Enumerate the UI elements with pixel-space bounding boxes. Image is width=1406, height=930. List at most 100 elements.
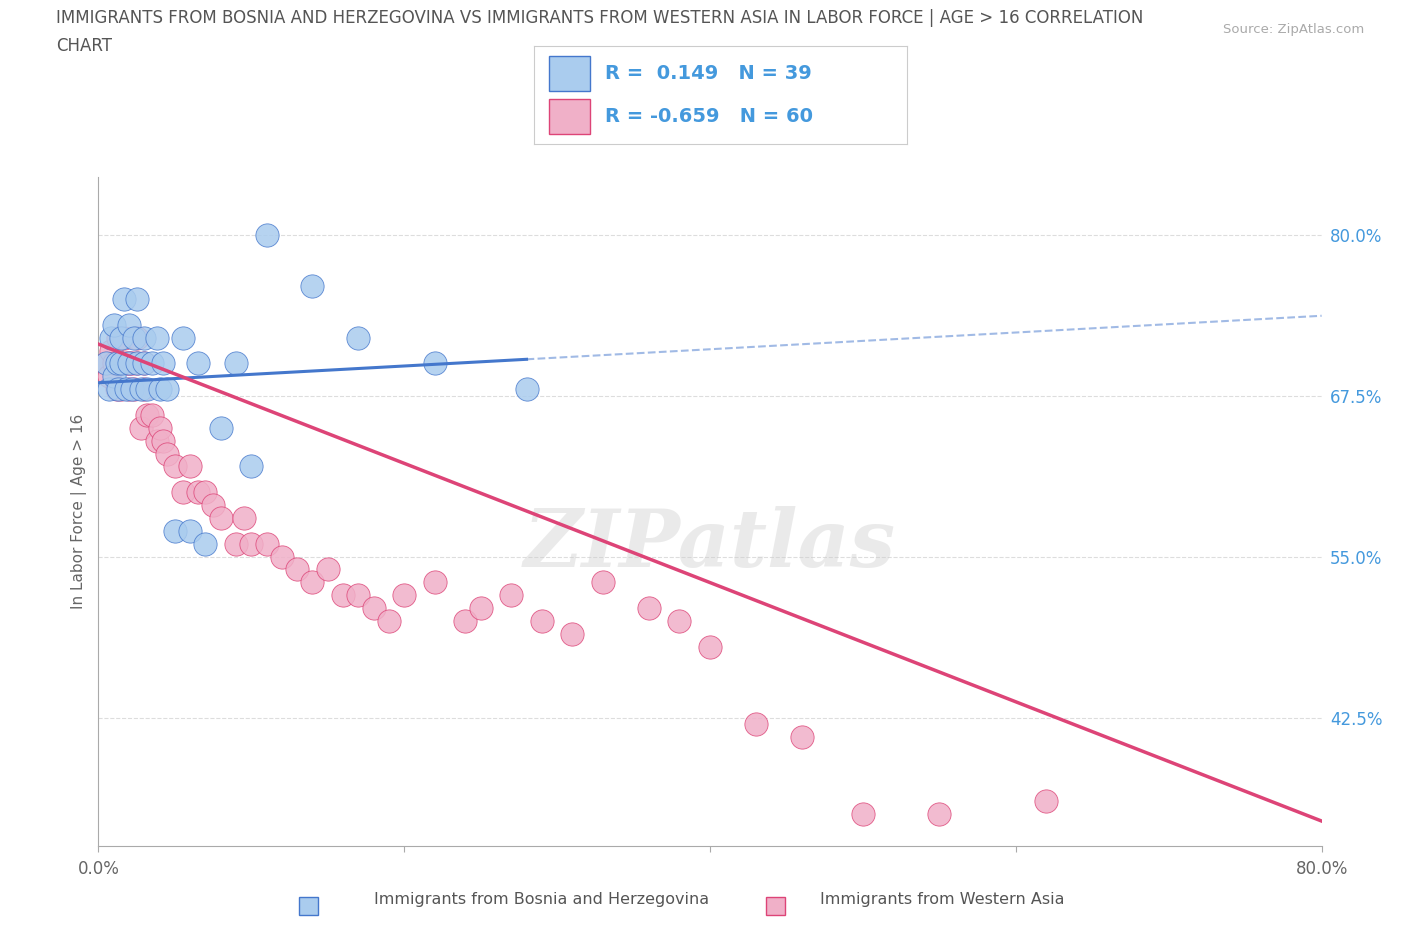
Point xyxy=(141,407,163,422)
Point xyxy=(592,575,614,590)
Point xyxy=(332,588,354,603)
Bar xyxy=(550,100,591,135)
Point xyxy=(149,381,172,396)
Point xyxy=(110,330,132,345)
Point xyxy=(118,356,141,371)
Point xyxy=(270,549,292,564)
Point xyxy=(129,381,152,396)
Point xyxy=(668,614,690,629)
Point xyxy=(347,330,370,345)
Point xyxy=(745,716,768,731)
Point xyxy=(347,588,370,603)
Point xyxy=(125,356,148,371)
Point xyxy=(107,330,129,345)
Point xyxy=(256,227,278,242)
Point xyxy=(194,537,217,551)
Text: Immigrants from Bosnia and Herzegovina: Immigrants from Bosnia and Herzegovina xyxy=(374,892,709,907)
Point xyxy=(301,279,323,294)
Point xyxy=(118,356,141,371)
Point xyxy=(118,381,141,396)
Point xyxy=(156,446,179,461)
Point xyxy=(194,485,217,499)
Point xyxy=(100,343,122,358)
Point xyxy=(136,407,159,422)
Text: Source: ZipAtlas.com: Source: ZipAtlas.com xyxy=(1223,23,1364,36)
Y-axis label: In Labor Force | Age > 16: In Labor Force | Age > 16 xyxy=(72,414,87,609)
Point xyxy=(225,356,247,371)
Point xyxy=(125,356,148,371)
Point xyxy=(790,729,813,744)
Bar xyxy=(550,56,591,91)
Point xyxy=(105,356,128,371)
Text: ZIPatlas: ZIPatlas xyxy=(524,506,896,584)
Point xyxy=(470,601,492,616)
Point xyxy=(122,330,145,345)
Point xyxy=(110,356,132,371)
Point xyxy=(163,459,186,474)
Point xyxy=(136,381,159,396)
Point xyxy=(105,381,128,396)
Point xyxy=(225,537,247,551)
Point xyxy=(852,806,875,821)
Text: R = -0.659   N = 60: R = -0.659 N = 60 xyxy=(605,107,813,126)
Point xyxy=(156,381,179,396)
Point xyxy=(301,575,323,590)
Point xyxy=(209,420,232,435)
Point xyxy=(179,524,201,538)
Point xyxy=(152,356,174,371)
Text: R =  0.149   N = 39: R = 0.149 N = 39 xyxy=(605,64,811,84)
Point xyxy=(125,292,148,307)
Point xyxy=(107,381,129,396)
Point xyxy=(637,601,661,616)
Point xyxy=(110,356,132,371)
Point xyxy=(172,485,194,499)
Point xyxy=(172,330,194,345)
Text: Immigrants from Western Asia: Immigrants from Western Asia xyxy=(820,892,1064,907)
Point xyxy=(378,614,401,629)
Point xyxy=(129,420,152,435)
Point xyxy=(94,356,117,371)
Point xyxy=(240,537,263,551)
Point xyxy=(115,356,138,371)
Point xyxy=(316,562,339,577)
Point xyxy=(134,356,156,371)
Point xyxy=(152,433,174,448)
Point xyxy=(163,524,186,538)
Point xyxy=(392,588,416,603)
Text: CHART: CHART xyxy=(56,37,112,55)
Point xyxy=(202,498,225,512)
Point xyxy=(112,330,135,345)
Point xyxy=(179,459,201,474)
Point xyxy=(501,588,523,603)
Point xyxy=(209,511,232,525)
Point xyxy=(423,575,446,590)
Text: IMMIGRANTS FROM BOSNIA AND HERZEGOVINA VS IMMIGRANTS FROM WESTERN ASIA IN LABOR : IMMIGRANTS FROM BOSNIA AND HERZEGOVINA V… xyxy=(56,9,1143,27)
Point xyxy=(141,356,163,371)
Point xyxy=(928,806,950,821)
Point xyxy=(187,485,209,499)
Point xyxy=(145,433,167,448)
Point xyxy=(103,356,125,371)
Point xyxy=(516,381,538,396)
Point xyxy=(121,356,143,371)
Point xyxy=(103,369,125,384)
Point xyxy=(98,369,121,384)
Point xyxy=(363,601,385,616)
Point xyxy=(134,330,156,345)
Point xyxy=(240,459,263,474)
Point xyxy=(100,330,122,345)
Point xyxy=(256,537,278,551)
Point xyxy=(121,381,143,396)
Point xyxy=(187,356,209,371)
Point xyxy=(423,356,446,371)
Point xyxy=(110,381,132,396)
Point xyxy=(232,511,254,525)
Point xyxy=(454,614,477,629)
Point xyxy=(530,614,553,629)
Point xyxy=(98,381,121,396)
Point xyxy=(134,381,156,396)
Point xyxy=(118,317,141,332)
Point xyxy=(115,381,138,396)
Point xyxy=(149,420,172,435)
Point xyxy=(145,330,167,345)
